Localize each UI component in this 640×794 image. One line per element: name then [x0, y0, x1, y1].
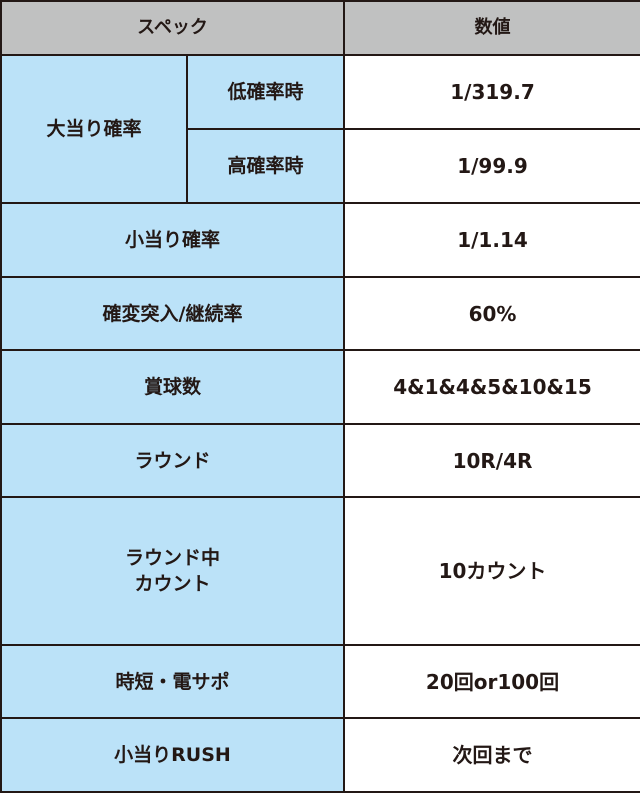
row-label: 小当り確率 — [0, 202, 345, 278]
row-label-line1: ラウンド中 — [124, 547, 220, 569]
header-value: 数値 — [343, 0, 640, 56]
row-label-line2: カウント — [134, 573, 211, 595]
row-label: 賞球数 — [0, 349, 345, 425]
low-prob-value: 1/319.7 — [343, 54, 640, 130]
header-row: スペック 数値 — [0, 0, 640, 56]
high-prob-value: 1/99.9 — [343, 128, 640, 204]
header-spec: スペック — [0, 0, 345, 56]
table-row: 小当り確率 1/1.14 — [0, 202, 640, 278]
row-label: ラウンド — [0, 423, 345, 498]
row-label: 時短・電サポ — [0, 644, 345, 719]
table-row: 時短・電サポ 20回or100回 — [0, 644, 640, 719]
table-row: ラウンド中 カウント 10カウント — [0, 496, 640, 646]
row-value: 20回or100回 — [343, 644, 640, 719]
row-label: ラウンド中 カウント — [0, 496, 345, 646]
row-value: 10R/4R — [343, 423, 640, 498]
row-label: 小当りRUSH — [0, 717, 345, 793]
table-row: 大当り確率 低確率時 1/319.7 — [0, 54, 640, 204]
row-value: 60% — [343, 276, 640, 351]
row-value: 次回まで — [343, 717, 640, 793]
table-row: 確変突入/継続率 60% — [0, 276, 640, 351]
row-value: 10カウント — [343, 496, 640, 646]
low-prob-label: 低確率時 — [186, 54, 345, 130]
row-label: 確変突入/継続率 — [0, 276, 345, 351]
row-value: 1/1.14 — [343, 202, 640, 278]
jackpot-label: 大当り確率 — [0, 54, 188, 204]
table-row: 小当りRUSH 次回まで — [0, 717, 640, 793]
row-value: 4&1&4&5&10&15 — [343, 349, 640, 425]
table-row: 賞球数 4&1&4&5&10&15 — [0, 349, 640, 425]
table-row: ラウンド 10R/4R — [0, 423, 640, 498]
high-prob-label: 高確率時 — [186, 128, 345, 204]
